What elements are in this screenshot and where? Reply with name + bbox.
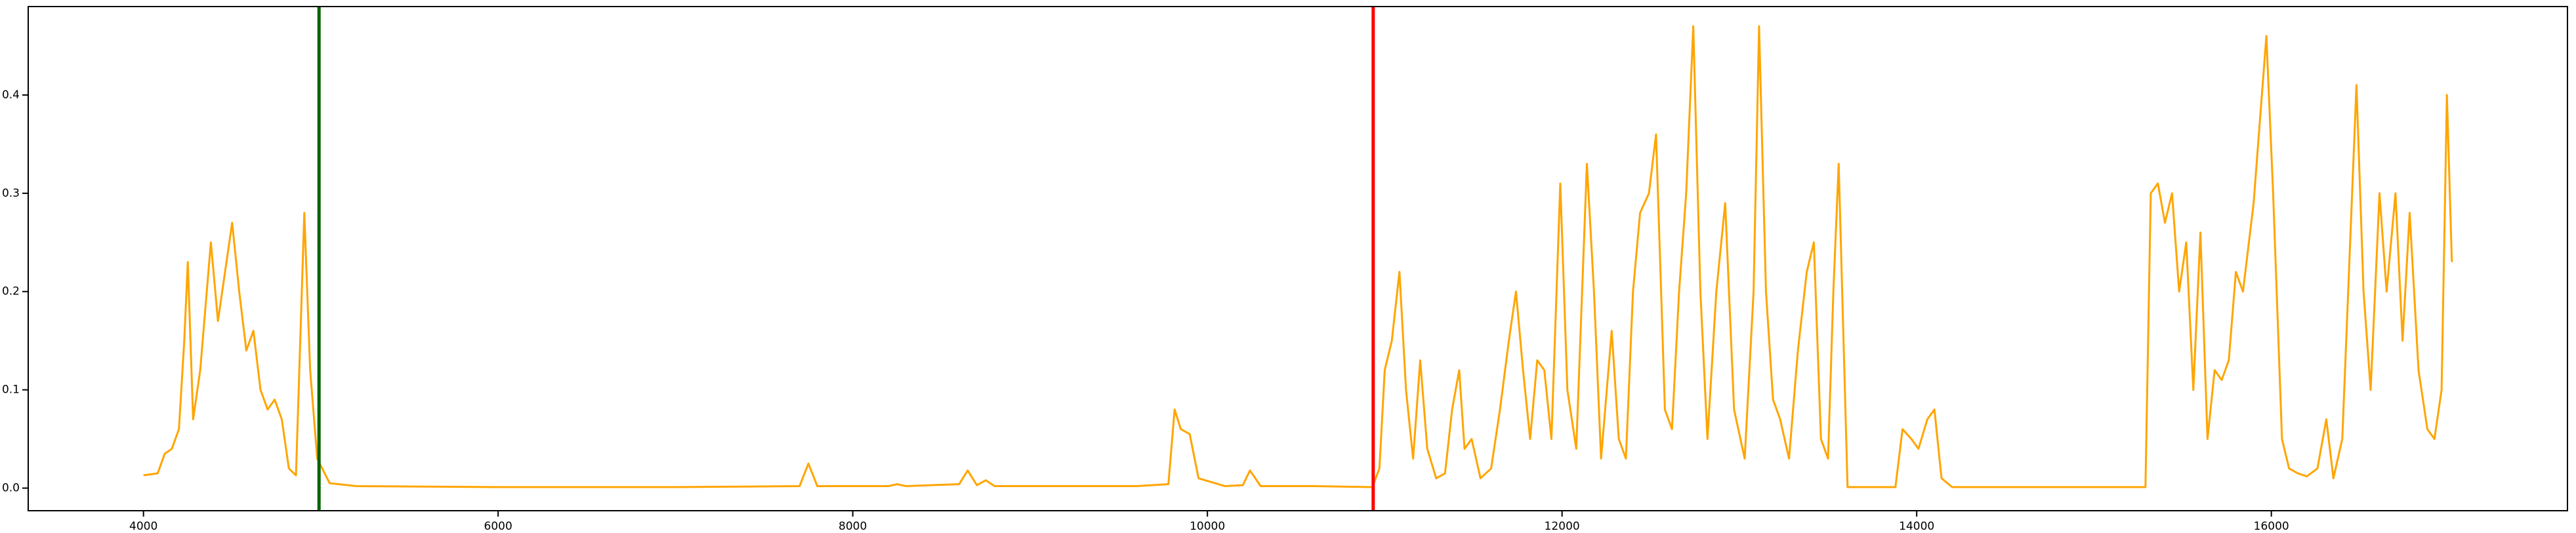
x-tick-label: 16000: [2254, 520, 2289, 533]
x-tick-label: 4000: [129, 520, 157, 533]
axes-frame: [28, 6, 2568, 511]
y-tick-label: 0.4: [2, 89, 20, 102]
y-tick-label: 0.2: [2, 285, 20, 298]
y-tick-label: 0.3: [2, 187, 20, 200]
data-line: [143, 25, 2453, 488]
x-tick-label: 14000: [1899, 520, 1934, 533]
x-tick-label: 6000: [484, 520, 512, 533]
x-tick-label: 8000: [839, 520, 867, 533]
y-tick-label: 0.1: [2, 384, 20, 397]
x-tick-label: 12000: [1545, 520, 1580, 533]
x-tick-label: 10000: [1190, 520, 1225, 533]
y-tick-label: 0.0: [2, 482, 20, 495]
